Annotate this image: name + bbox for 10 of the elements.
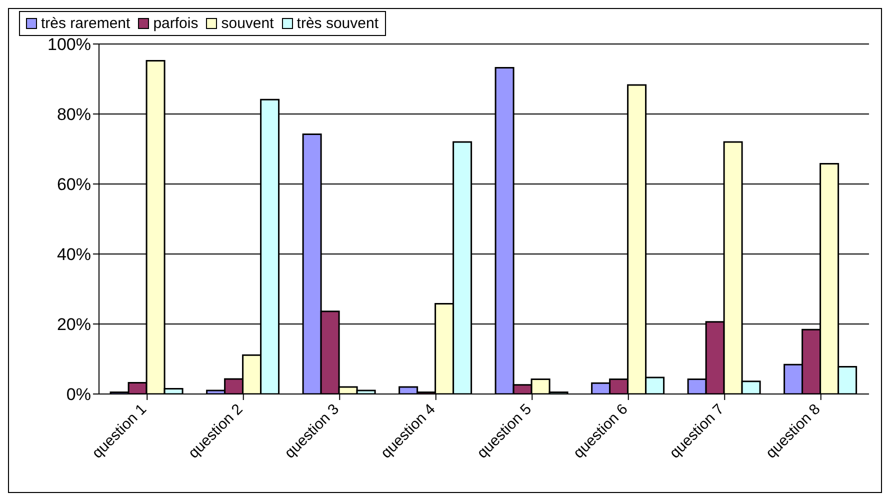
y-tick-label: 40% (56, 245, 91, 264)
y-tick-label: 100% (48, 35, 91, 54)
y-tick-label: 20% (56, 315, 91, 334)
legend-label: très souvent (296, 15, 378, 32)
legend-label: très rarement (41, 15, 130, 32)
y-tick-label: 80% (56, 105, 91, 124)
y-tick-label: 0% (66, 385, 91, 404)
legend-label: souvent (221, 15, 274, 32)
y-tick-label: 60% (56, 175, 91, 194)
legend-label: parfois (153, 15, 198, 32)
